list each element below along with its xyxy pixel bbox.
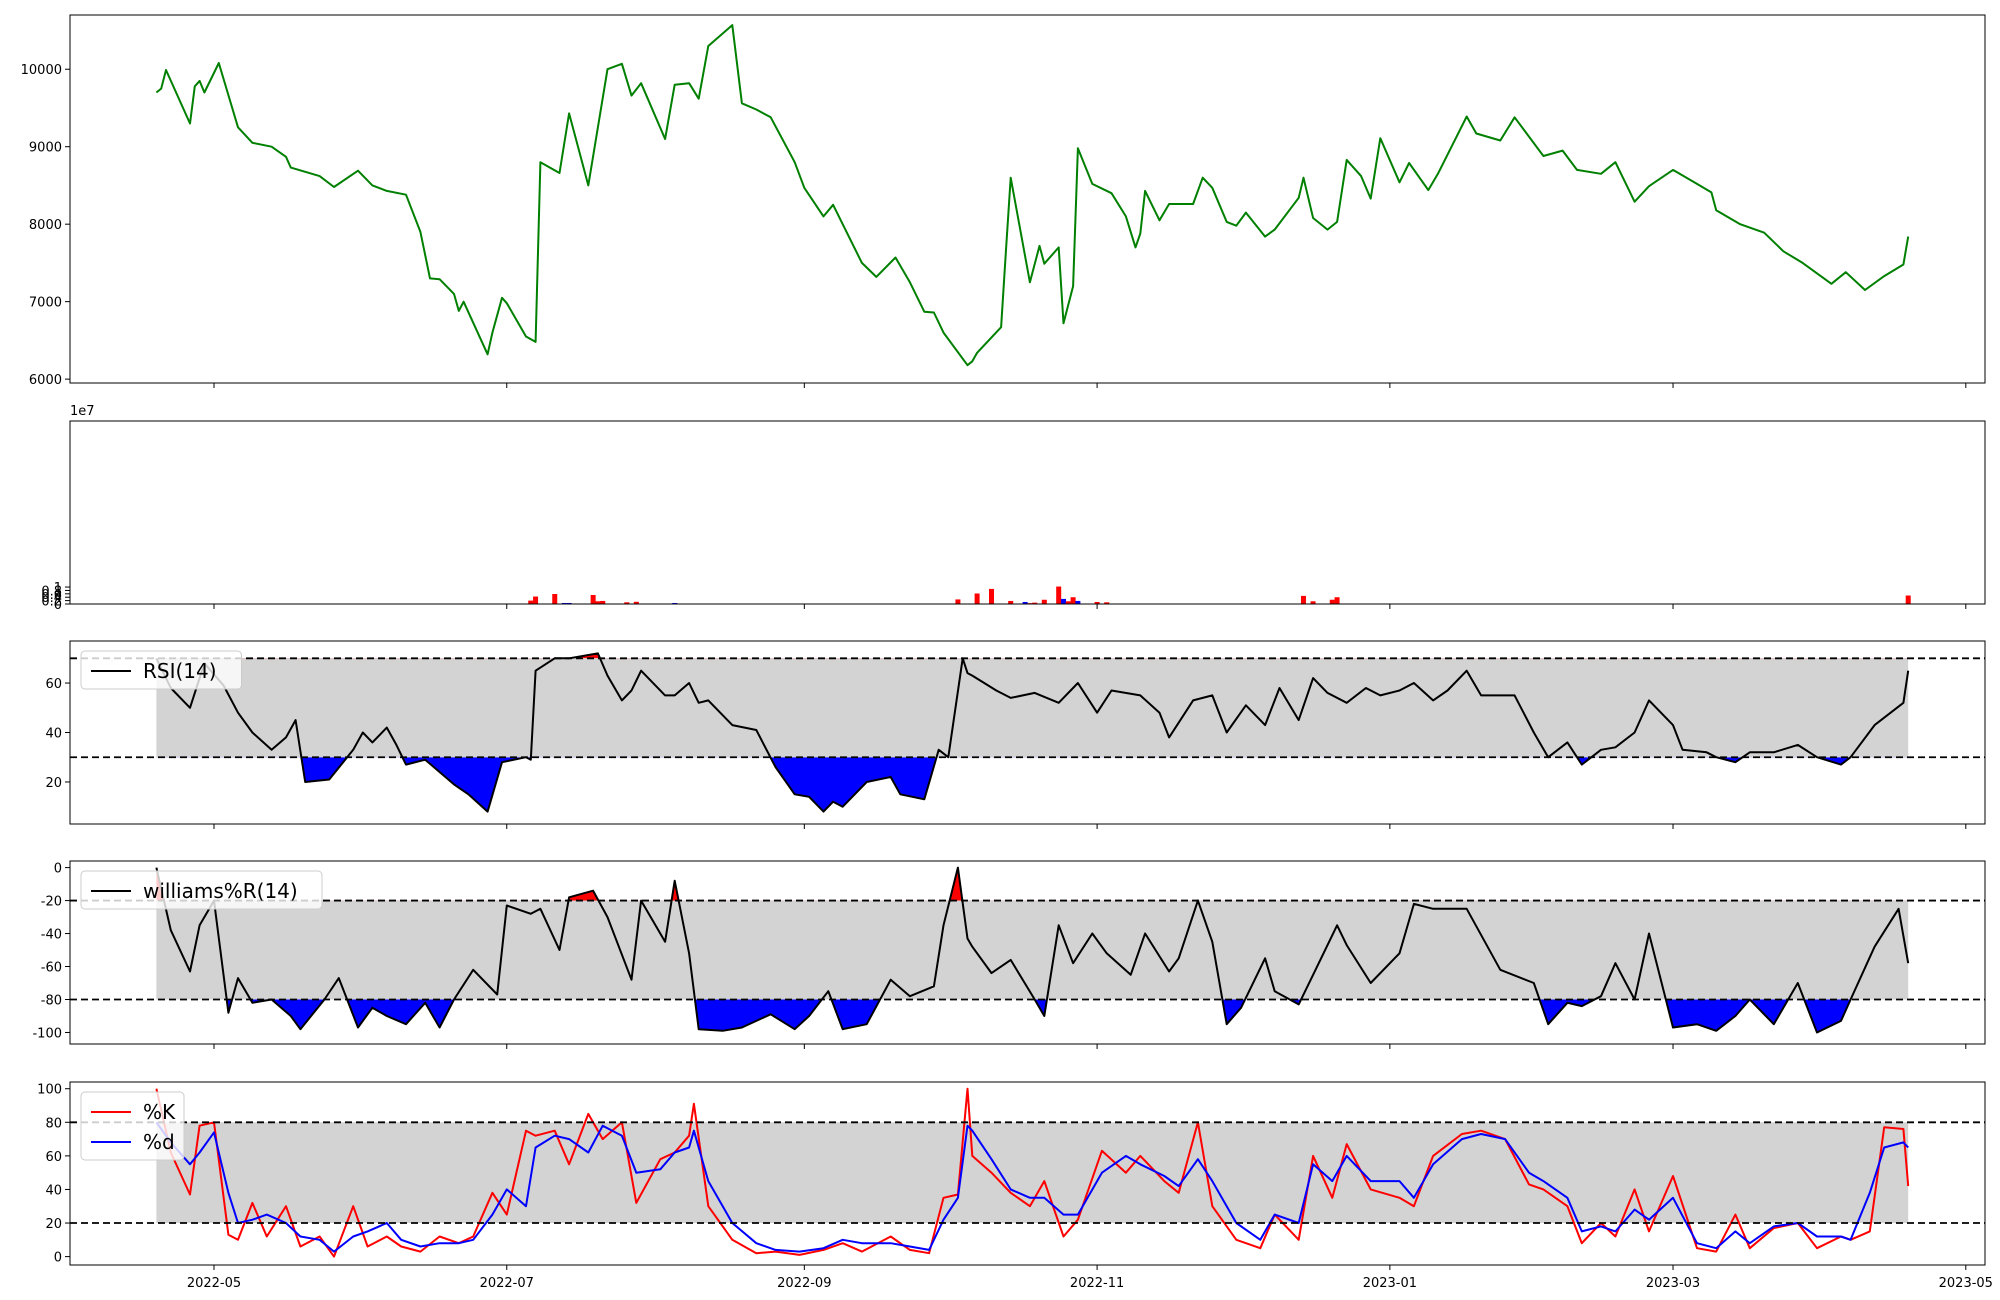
williams-oversold-fill	[156, 999, 1909, 1033]
range-band	[156, 900, 1909, 1000]
price-line	[155, 24, 1910, 367]
x-tick-label: 2023-03	[1646, 1276, 1700, 1291]
y-tick-label: -80	[41, 993, 62, 1008]
y-tick-label: 40	[45, 727, 62, 742]
volume-bar	[528, 600, 534, 604]
volume-bar	[600, 600, 606, 604]
y-tick-label: 40	[45, 1183, 62, 1198]
x-tick-label: 2022-11	[1070, 1276, 1124, 1291]
volume-bar	[1300, 595, 1306, 604]
y-tick-label: -100	[32, 1026, 62, 1041]
y-tick-label: 60	[45, 677, 62, 692]
range-band	[156, 658, 1909, 758]
volume-chart-panel: 00.20.40.60.81 1e7	[41, 404, 1986, 613]
volume-bar	[590, 595, 596, 604]
volume-bar	[552, 594, 558, 604]
-k-line	[155, 1087, 1910, 1258]
plot-frame	[69, 14, 1986, 384]
volume-bar	[1060, 598, 1066, 604]
-d-line	[155, 1121, 1909, 1253]
volume-bar	[561, 602, 567, 604]
y-tick-label: 0	[54, 598, 62, 613]
y-tick-label: 0.2	[41, 595, 62, 610]
y-tick-label: 7000	[29, 296, 62, 311]
plot-frame	[69, 1081, 1986, 1266]
y-tick-label: 10000	[21, 63, 62, 78]
volume-bar	[955, 599, 961, 604]
x-tick-label: 2022-07	[480, 1276, 534, 1291]
volume-bar	[1334, 597, 1340, 604]
y-tick-label: -60	[41, 961, 62, 976]
volume-bar	[1310, 601, 1316, 604]
plot-frame	[69, 420, 1986, 605]
price-chart-panel: 6000 7000 8000 9000 10000	[21, 14, 1986, 388]
legend-label: RSI(14)	[143, 659, 217, 683]
legend-box	[80, 650, 242, 690]
volume-bar	[1075, 600, 1081, 604]
rsi-oversold-fill	[301, 757, 1851, 812]
y-tick-label: 1	[54, 581, 62, 596]
x-tick-label: 2023-05	[1939, 1276, 1993, 1291]
y-tick-label: -40	[41, 928, 62, 943]
range-band	[156, 1122, 1909, 1224]
williams-r-chart-panel: -100 -80 -60 -40 -20 0 williams%R(14)	[32, 860, 1986, 1049]
plot-frame	[69, 860, 1986, 1045]
volume-bar	[533, 596, 539, 604]
volume-bar	[1008, 600, 1014, 604]
volume-bar	[633, 601, 639, 604]
legend-label: williams%R(14)	[143, 879, 298, 903]
x-tick-label: 2023-01	[1363, 1276, 1417, 1291]
y-tick-label: 20	[45, 1217, 62, 1232]
y-tick-label: 0.8	[41, 584, 62, 599]
volume-bar	[624, 602, 630, 604]
y-tick-label: -20	[41, 895, 62, 910]
volume-bar	[672, 602, 678, 604]
volume-bar	[1022, 601, 1028, 604]
volume-bar	[1041, 599, 1047, 604]
volume-scale-label: 1e7	[70, 404, 95, 419]
volume-bar	[595, 601, 601, 604]
volume-bar	[974, 593, 980, 604]
stochastic-chart-panel: 0 20 40 60 80 100 %K %d 2022-05 2022-07 2022-09 202…	[37, 1081, 1993, 1291]
volume-bar	[1104, 602, 1110, 604]
y-tick-label: 0	[54, 862, 62, 877]
y-tick-label: 80	[45, 1116, 62, 1131]
y-tick-label: 100	[37, 1083, 62, 1098]
volume-bar	[1905, 595, 1911, 604]
y-tick-label: 0.6	[41, 588, 62, 603]
y-tick-label: 0	[54, 1251, 62, 1266]
legend-label: %d	[143, 1130, 175, 1154]
y-tick-label: 8000	[29, 218, 62, 233]
rsi-chart-panel: 20 40 60 RSI(14)	[45, 640, 1986, 829]
volume-bar	[1094, 601, 1100, 604]
x-tick-label: 2022-05	[187, 1276, 241, 1291]
y-tick-label: 20	[45, 776, 62, 791]
volume-bar	[989, 588, 995, 604]
x-tick-label: 2022-09	[777, 1276, 831, 1291]
y-tick-label: 60	[45, 1150, 62, 1165]
legend-box	[80, 870, 323, 910]
legend-label: %K	[143, 1100, 176, 1124]
volume-bar	[1032, 602, 1038, 604]
y-tick-label: 0.4	[41, 591, 62, 606]
y-tick-label: 6000	[29, 373, 62, 388]
volume-bar	[1065, 601, 1071, 604]
volume-bar	[1329, 599, 1335, 604]
y-tick-label: 9000	[29, 141, 62, 156]
volume-bar	[1070, 597, 1076, 604]
volume-bar	[566, 602, 572, 604]
volume-bar	[1056, 586, 1062, 604]
